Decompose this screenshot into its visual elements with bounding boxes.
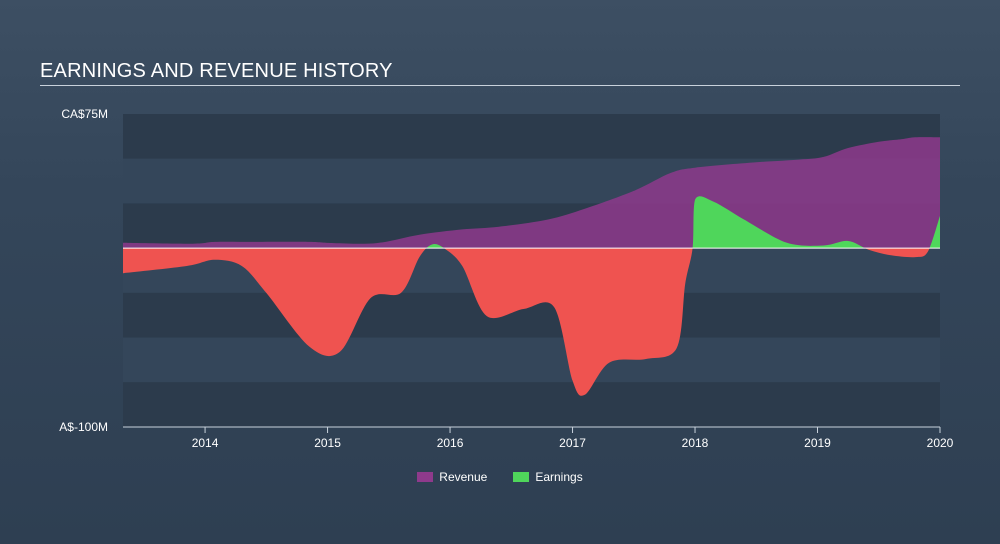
- y-tick-label-bottom: A$-100M: [59, 420, 108, 434]
- grid-band: [123, 114, 940, 159]
- x-tick-label: 2017: [559, 436, 586, 450]
- y-tick-label-top: CA$75M: [61, 107, 108, 121]
- title-divider: [40, 85, 960, 86]
- legend-item-revenue[interactable]: Revenue: [417, 470, 487, 484]
- chart-areas: [123, 137, 940, 396]
- legend: Revenue Earnings: [0, 470, 1000, 484]
- legend-item-earnings[interactable]: Earnings: [513, 470, 583, 484]
- legend-swatch-earnings: [513, 472, 530, 482]
- x-axis: 2014 2015 2016 2017 2018 2019 2020: [123, 426, 954, 450]
- legend-label-earnings: Earnings: [535, 470, 583, 484]
- grid-band: [123, 382, 940, 427]
- x-tick-label: 2015: [314, 436, 341, 450]
- grid-band: [123, 337, 940, 383]
- chart-title: EARNINGS AND REVENUE HISTORY: [40, 60, 393, 82]
- earnings-negative-area: [123, 248, 930, 396]
- legend-swatch-revenue: [417, 472, 434, 482]
- x-tick-label: 2020: [927, 436, 954, 450]
- x-tick-label: 2019: [804, 436, 831, 450]
- x-tick-label: 2018: [682, 436, 709, 450]
- x-tick-label: 2016: [437, 436, 464, 450]
- legend-label-revenue: Revenue: [439, 470, 488, 484]
- y-axis-labels: CA$75M A$-100M: [59, 107, 108, 434]
- x-tick-label: 2014: [192, 436, 219, 450]
- earnings-positive-area: [123, 196, 940, 249]
